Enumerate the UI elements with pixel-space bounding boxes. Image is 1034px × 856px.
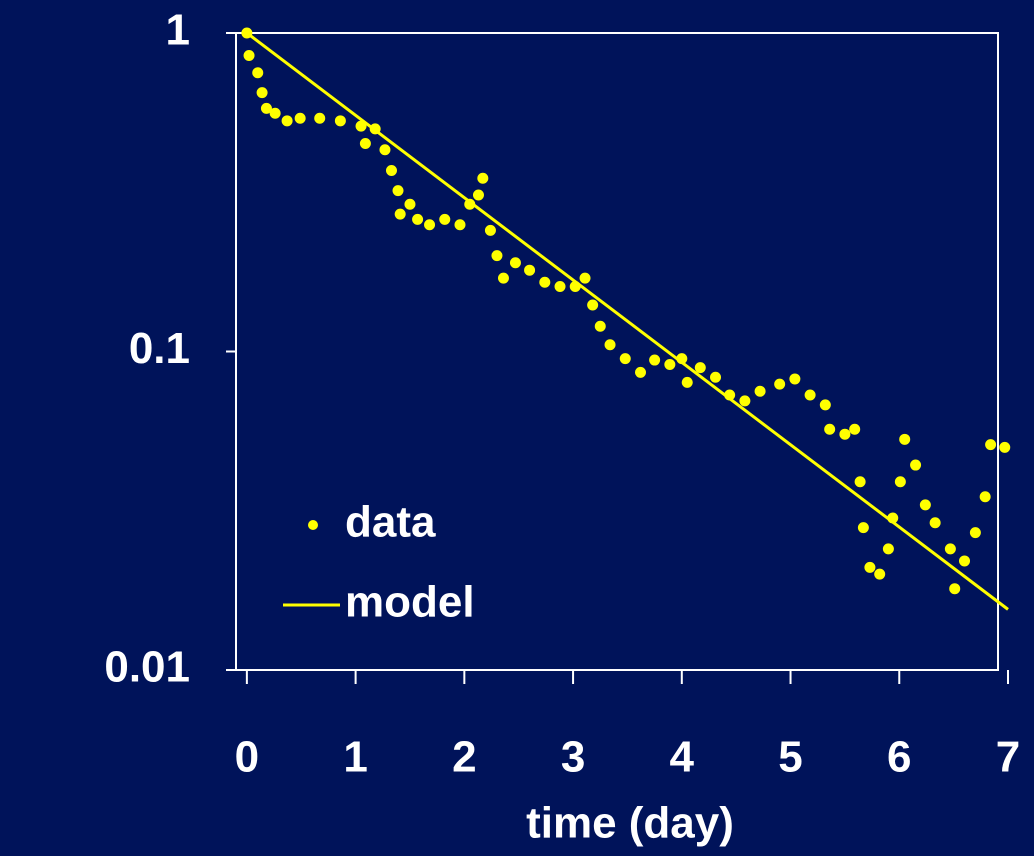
data-point: [864, 561, 876, 573]
data-point: [969, 527, 981, 539]
data-point: [243, 49, 255, 61]
data-point: [424, 219, 436, 231]
data-point: [819, 399, 831, 411]
data-point: [412, 213, 424, 225]
data-point: [649, 354, 661, 366]
data-point: [874, 568, 886, 580]
data-point: [710, 371, 722, 383]
data-point: [839, 428, 851, 440]
data-point: [539, 276, 551, 288]
model-line: [245, 31, 1009, 611]
data-point: [929, 517, 941, 529]
legend-label: data: [345, 498, 436, 547]
data-point: [774, 378, 786, 390]
data-point: [394, 208, 406, 220]
data-point: [857, 522, 869, 534]
data-point: [985, 439, 997, 451]
data-point: [256, 87, 268, 99]
data-point: [252, 67, 264, 79]
data-point: [477, 172, 489, 184]
data-point: [472, 189, 484, 201]
data-point: [524, 264, 536, 276]
x-tick-label: 0: [235, 733, 259, 782]
data-point: [894, 476, 906, 488]
data-point: [454, 219, 466, 231]
data-point: [949, 583, 961, 595]
data-point: [910, 459, 922, 471]
data-point: [334, 115, 346, 127]
data-point: [789, 373, 801, 385]
data-point: [882, 543, 894, 555]
data-point: [849, 423, 861, 435]
data-point: [634, 366, 646, 378]
y-tick-label: 1: [166, 6, 190, 55]
data-point: [359, 137, 371, 149]
x-tick-label: 1: [343, 733, 367, 782]
data-point: [604, 339, 616, 351]
data-point: [281, 115, 293, 127]
data-point: [999, 441, 1011, 453]
data-point: [392, 185, 404, 197]
x-tick-label: 2: [452, 733, 476, 782]
data-point: [594, 320, 606, 332]
data-point: [509, 257, 521, 269]
data-point: [959, 555, 971, 567]
data-point: [804, 389, 816, 401]
data-point: [491, 250, 503, 262]
data-point: [260, 102, 272, 114]
data-point: [385, 165, 397, 177]
legend-marker: [308, 520, 318, 530]
data-point: [554, 280, 566, 292]
data-point: [739, 395, 751, 407]
x-axis-label: time (day): [526, 799, 734, 848]
data-point: [619, 353, 631, 365]
data-point: [404, 198, 416, 210]
x-tick-label: 7: [996, 733, 1020, 782]
data-point: [694, 362, 706, 374]
data-point: [919, 499, 931, 511]
data-point: [269, 107, 281, 119]
x-tick-label: 4: [670, 733, 695, 782]
data-point: [944, 543, 956, 555]
y-tick-label: 0.1: [129, 324, 190, 373]
data-point: [754, 385, 766, 397]
x-tick-label: 3: [561, 733, 585, 782]
x-tick-label: 5: [778, 733, 802, 782]
data-point: [899, 433, 911, 445]
data-point: [484, 224, 496, 236]
data-point: [379, 144, 391, 156]
data-point: [854, 476, 866, 488]
data-point: [824, 423, 836, 435]
data-point: [664, 359, 676, 371]
data-point: [979, 491, 991, 503]
data-point: [294, 112, 306, 124]
data-point: [497, 272, 509, 284]
data-point: [579, 272, 591, 284]
data-point: [439, 213, 451, 225]
y-tick-label: 0.01: [104, 643, 190, 692]
x-tick-label: 6: [887, 733, 911, 782]
data-point: [314, 112, 326, 124]
data-point: [587, 299, 599, 311]
data-point: [681, 376, 693, 388]
legend-label: model: [345, 578, 475, 627]
